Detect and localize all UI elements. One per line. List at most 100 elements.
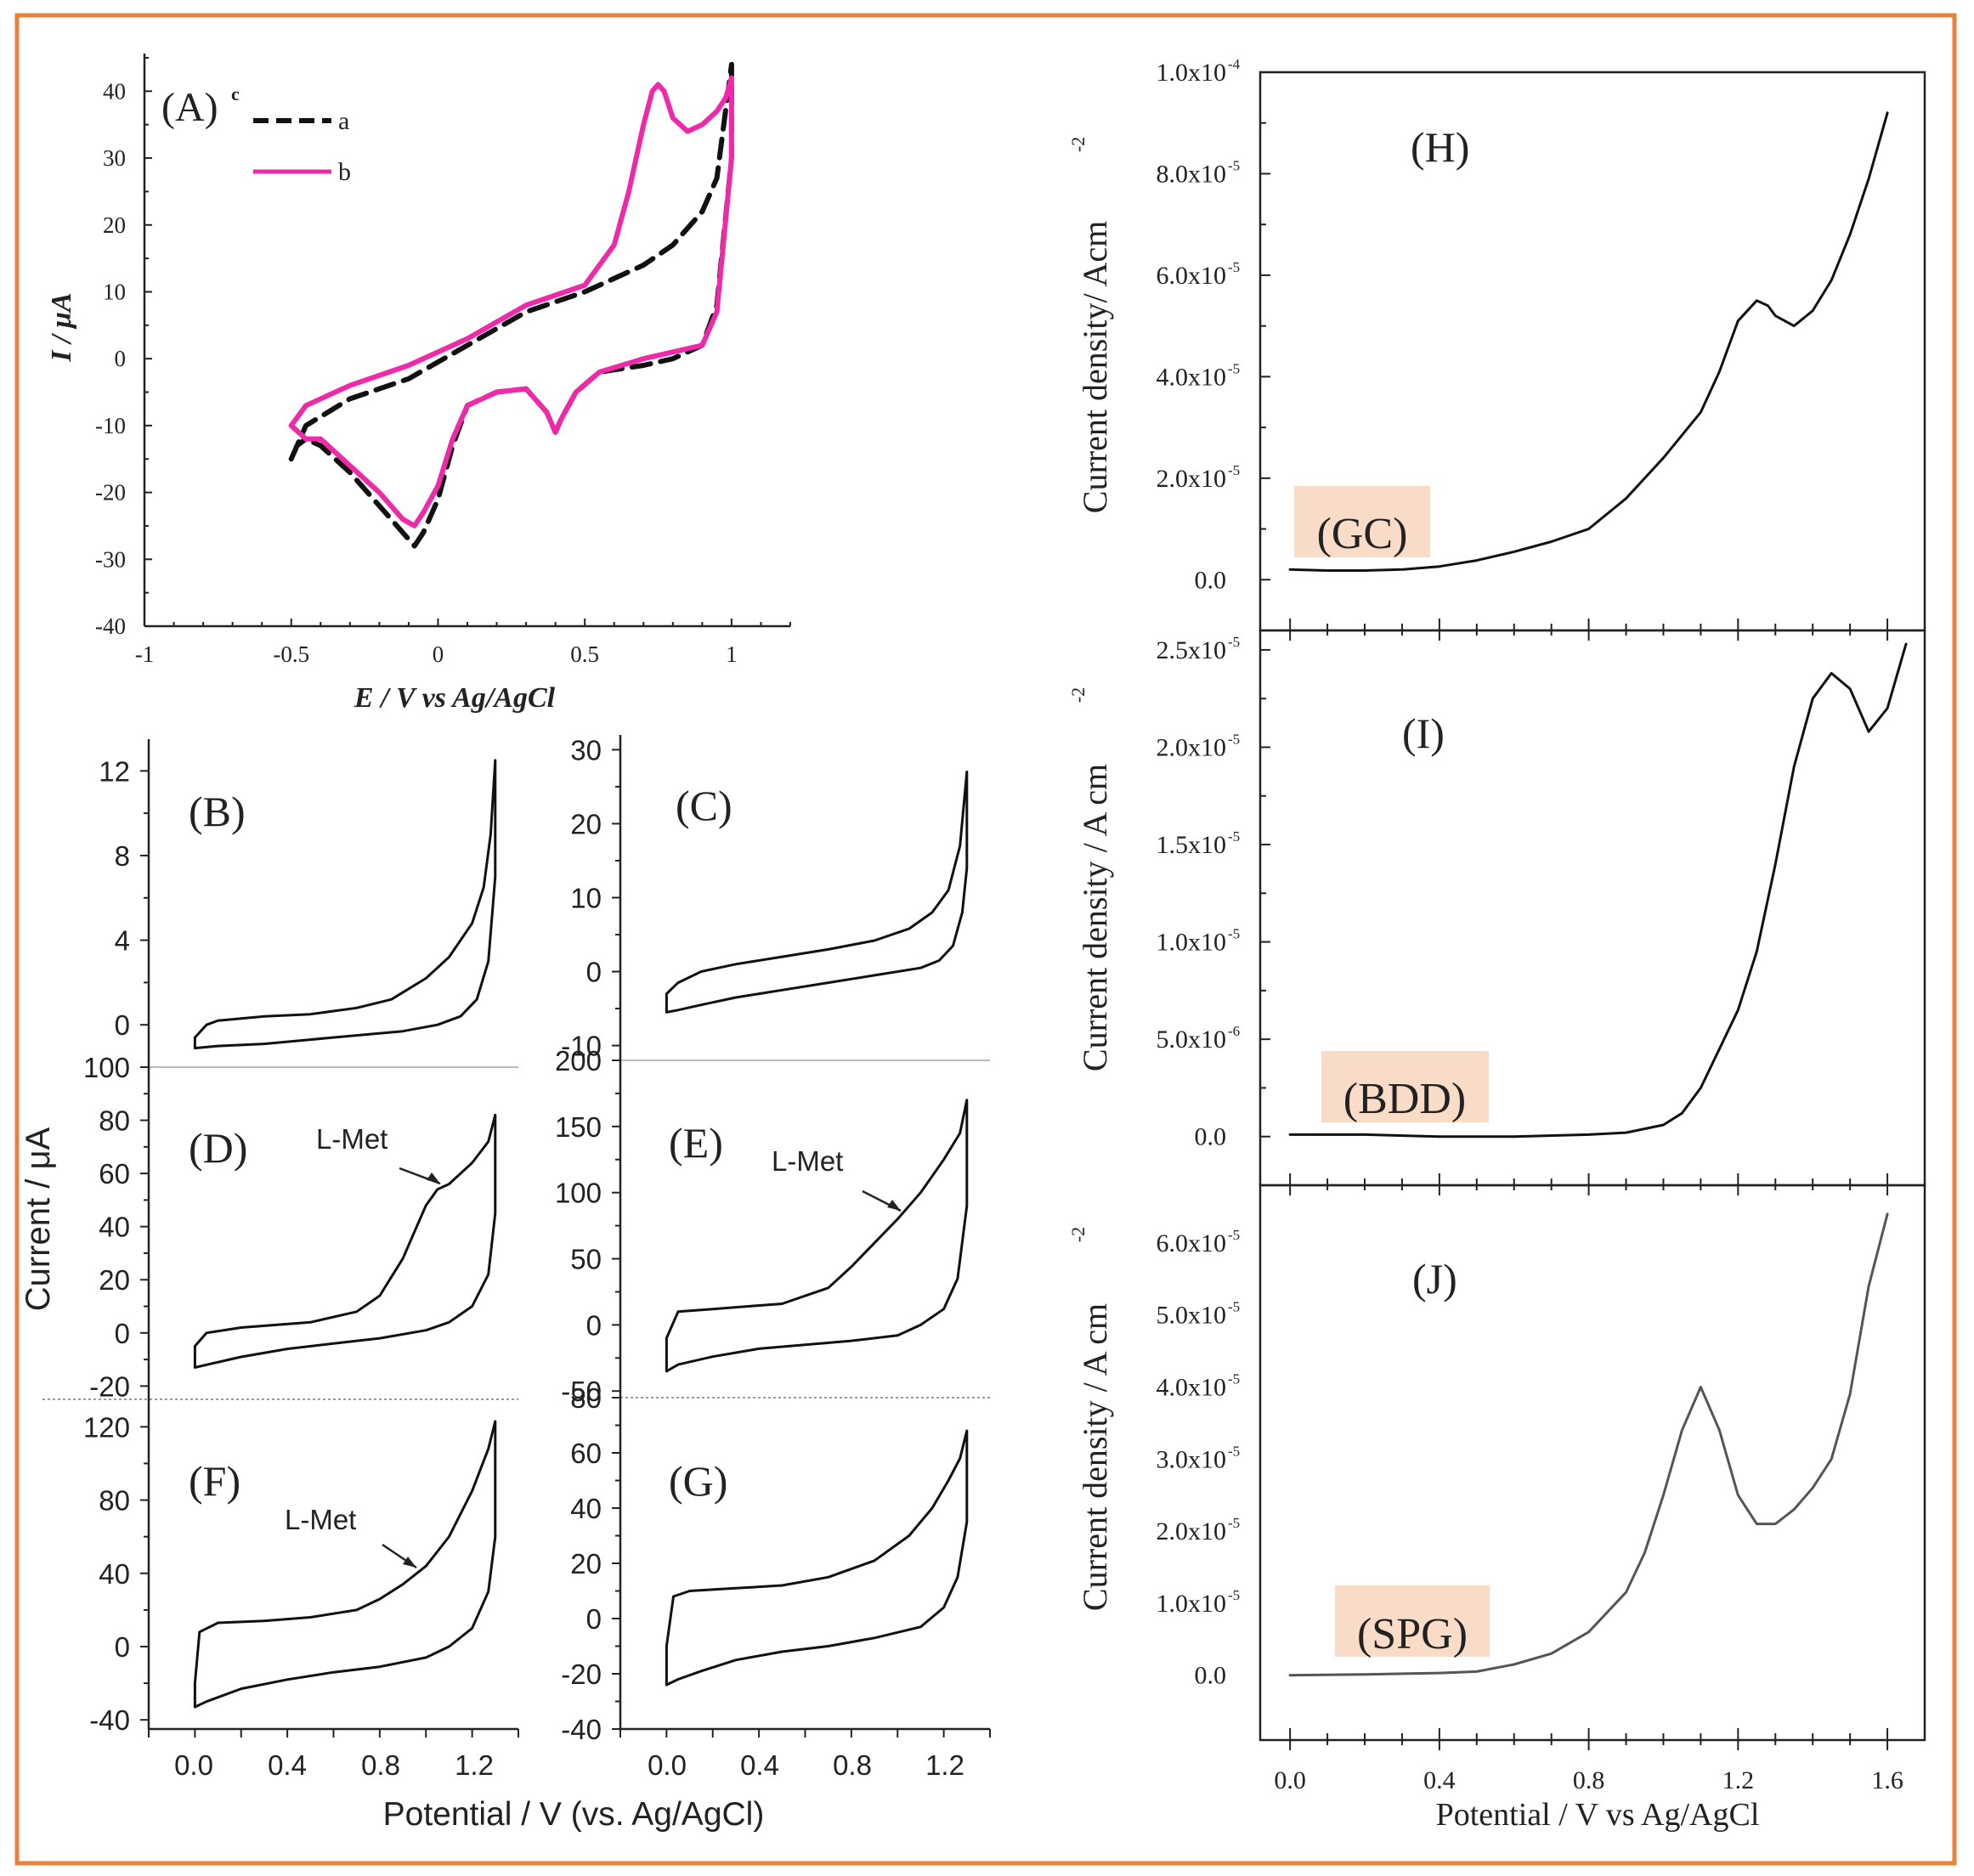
chart-A-xtick-2: 0: [433, 641, 444, 667]
chart-I-ytick-3: 1.5x10: [1157, 831, 1227, 859]
chart-I-ytick-exp-5: -5: [1228, 634, 1240, 650]
chart-A-xtick-1: -0.5: [273, 641, 309, 667]
chart-A-ytick-1: -30: [95, 546, 126, 572]
chart-G-ytick-6: 80: [570, 1382, 602, 1414]
shared-xtick-b-0: 0.0: [174, 1749, 213, 1781]
chart-J-series-lsv-0: [1288, 1212, 1889, 1677]
tag-box-spg: [1335, 1585, 1490, 1657]
chart-F-annotation-arrowhead: [403, 1557, 416, 1568]
chart-J-panel-label: (J): [1412, 1255, 1457, 1302]
shared-xtick-g-0: 0.0: [648, 1749, 687, 1781]
chart-H-ytick-exp-3: -5: [1228, 259, 1240, 275]
chart-J-ytick-3: 3.0x10: [1157, 1445, 1227, 1473]
chart-A-ylabel: I / μA: [46, 292, 77, 362]
shared-xtick-g-3: 1.2: [925, 1749, 964, 1781]
chart-D-ytick-6: 100: [83, 1052, 130, 1083]
chart-A-xtick-3: 0.5: [570, 641, 599, 667]
chart-F-annotation: L-Met: [285, 1504, 356, 1535]
chart-A-ytick-4: 0: [115, 346, 127, 371]
chart-D-ytick-3: 40: [99, 1212, 130, 1243]
chart-C-ytick-1: 0: [586, 957, 602, 988]
chart-H-panel-label: (H): [1411, 123, 1469, 171]
chart-F-ytick-2: 40: [99, 1558, 130, 1590]
chart-J-tag: (SPG): [1357, 1610, 1468, 1658]
chart-I-ytick-exp-1: -6: [1228, 1023, 1240, 1039]
chart-D-ytick-4: 60: [99, 1158, 130, 1189]
chart-B-ytick-0: 0: [115, 1009, 130, 1041]
chart-D-annotation: L-Met: [316, 1123, 387, 1155]
chart-F-ytick-1: 0: [115, 1631, 130, 1663]
chart-I-panel-label: (I): [1402, 709, 1445, 757]
chart-J-xlabel: Potential / V vs Ag/AgCl: [1436, 1797, 1760, 1833]
chart-J-ytick-exp-5: -5: [1228, 1299, 1240, 1315]
chart-I-ytick-2: 1.0x10: [1157, 929, 1227, 957]
chart-C-series-cv-0: [665, 771, 969, 1014]
chart-A-panel-label: (A): [161, 85, 218, 130]
chart-H-ytick-exp-2: -5: [1228, 360, 1240, 376]
chart-E-panel-label: (E): [669, 1119, 723, 1167]
chart-D-series-cv-0: [193, 1113, 497, 1369]
chart-E-ytick-5: 200: [555, 1045, 602, 1076]
chart-J-ytick-exp-6: -5: [1228, 1227, 1240, 1243]
chart-I-tag: (BDD): [1343, 1075, 1466, 1123]
chart-F-panel-label: (F): [189, 1457, 240, 1505]
chart-B-ytick-1: 4: [115, 925, 130, 957]
shared-ylabel: Current / μA: [20, 1127, 57, 1311]
chart-H-ytick-2: 4.0x10: [1157, 363, 1227, 391]
chart-I-ytick-4: 2.0x10: [1157, 733, 1227, 761]
chart-J-ytick-exp-4: -5: [1228, 1370, 1240, 1387]
chart-J-ytick-exp-1: -5: [1228, 1587, 1240, 1603]
chart-D-ytick-0: -20: [89, 1370, 130, 1402]
chart-J-ytick-exp-3: -5: [1228, 1443, 1240, 1459]
chart-D-ytick-2: 20: [99, 1264, 130, 1296]
chart-F-ytick-4: 120: [83, 1411, 130, 1443]
chart-E-ytick-3: 100: [555, 1178, 602, 1209]
chart-J-ylabel-exponent: -2: [1067, 1227, 1089, 1242]
chart-A-legend-label-a: a: [338, 107, 349, 135]
chart-J-ytick-1: 1.0x10: [1157, 1590, 1227, 1618]
chart-A-xtick-4: 1: [726, 641, 738, 667]
chart-J-ytick-0: 0.0: [1195, 1662, 1227, 1690]
chart-G-ytick-0: -40: [561, 1714, 602, 1745]
shared-xtick-g-1: 0.4: [740, 1749, 779, 1781]
chart-J-ytick-6: 6.0x10: [1157, 1229, 1227, 1257]
chart-A-xtick-0: -1: [135, 641, 155, 667]
chart-C-ytick-3: 20: [570, 808, 602, 839]
chart-B-series-cv-0: [193, 759, 497, 1050]
chart-J-ytick-5: 5.0x10: [1157, 1302, 1227, 1330]
chart-A-legend-label-b: b: [338, 158, 351, 186]
chart-C-ytick-0: -10: [561, 1031, 602, 1062]
shared-xtick-b-3: 1.2: [455, 1749, 494, 1781]
chart-D-annotation-arrowhead: [427, 1172, 440, 1184]
chart-E-ytick-4: 150: [555, 1111, 602, 1143]
chart-A-ytick-8: 40: [103, 78, 126, 104]
chart-A-ytick-5: 10: [103, 279, 126, 304]
chart-H-series-lsv-0: [1288, 111, 1889, 572]
chart-J-xtick-4: 1.6: [1871, 1766, 1903, 1794]
chart-I-ytick-exp-2: -5: [1228, 926, 1240, 942]
chart-J-xtick-1: 0.4: [1423, 1766, 1456, 1794]
chart-A-ytick-0: -40: [95, 613, 126, 639]
chart-H-ytick-4: 8.0x10: [1157, 160, 1227, 188]
shared-xtick-b-2: 0.8: [361, 1749, 400, 1781]
chart-G-ytick-1: -20: [561, 1658, 602, 1690]
chart-F-ytick-3: 80: [99, 1485, 130, 1517]
chart-I-ytick-exp-4: -5: [1228, 731, 1240, 747]
chart-G-ytick-3: 20: [570, 1548, 602, 1579]
chart-B-ytick-3: 12: [99, 755, 130, 787]
chart-I-ylabel-exponent: -2: [1067, 687, 1089, 703]
tag-box-bdd: [1321, 1051, 1489, 1122]
chart-I-ytick-exp-3: -5: [1228, 828, 1240, 845]
chart-J-ylabel: Current density / A cm: [1076, 1303, 1114, 1611]
chart-J-frame: [1258, 1184, 1926, 1742]
chart-E-series-cv-0: [665, 1099, 969, 1373]
chart-C-ytick-2: 10: [570, 883, 602, 914]
chart-H-ytick-3: 6.0x10: [1157, 262, 1227, 290]
shared-xtick-b-1: 0.4: [268, 1749, 307, 1781]
chart-H-ytick-exp-1: -5: [1228, 462, 1240, 478]
chart-A-ytick-6: 20: [103, 212, 126, 238]
chart-A-panel-mark: c: [231, 83, 240, 105]
chart-J-xtick-2: 0.8: [1573, 1766, 1605, 1794]
